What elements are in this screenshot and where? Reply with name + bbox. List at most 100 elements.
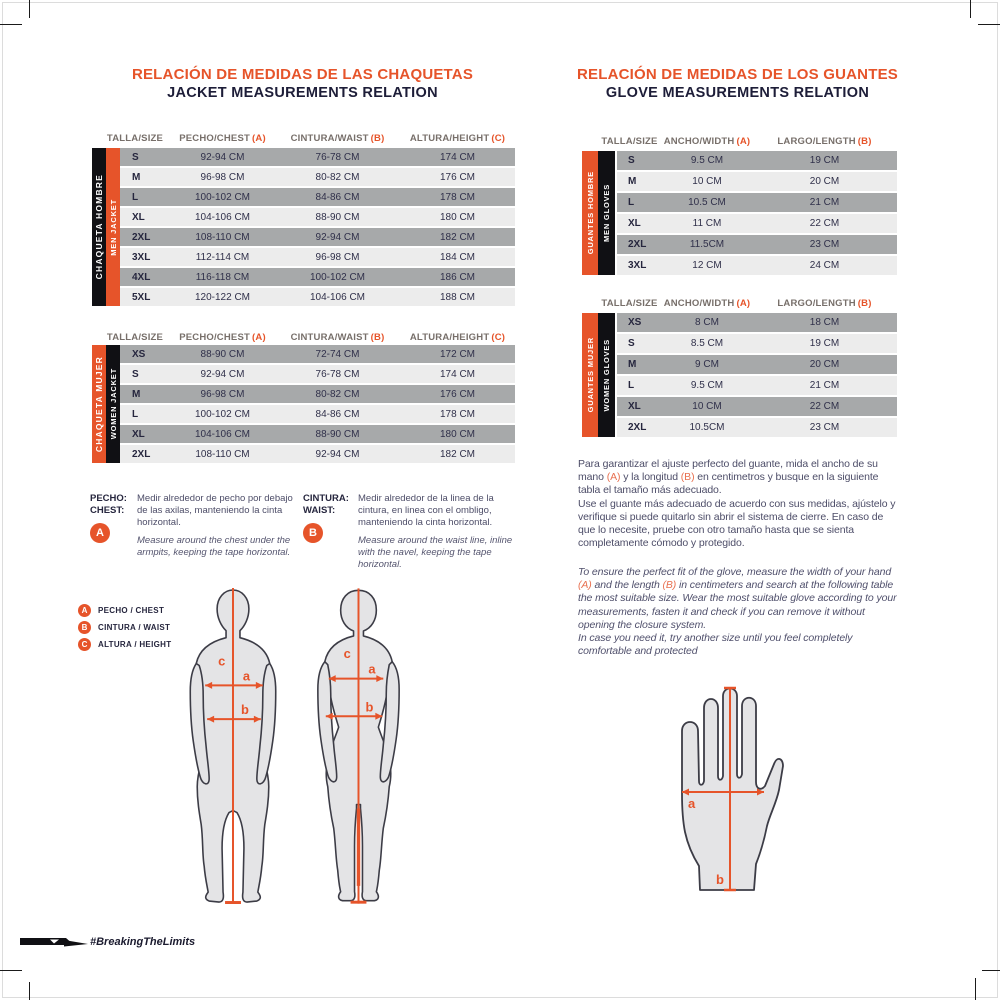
men-jacket-side-label-es: CHAQUETA HOMBRE bbox=[94, 174, 104, 280]
key-badge-a: A bbox=[78, 604, 91, 617]
col-altura-height: ALTURA/HEIGHT (C) bbox=[409, 132, 506, 144]
gloves-title: RELACIÓN DE MEDIDAS DE LOS GUANTES GLOVE… bbox=[570, 66, 905, 101]
key-badge-c: C bbox=[78, 638, 91, 651]
col-cintura-waist: CINTURA/WAIST (B) bbox=[290, 132, 385, 144]
men-body-diagram: a b c bbox=[189, 588, 277, 905]
waist-note-label-es: CINTURA: bbox=[303, 493, 349, 504]
gloves-title-en: GLOVE MEASUREMENTS RELATION bbox=[605, 85, 870, 101]
col-cintura-waist: CINTURA/WAIST (B) bbox=[290, 331, 385, 343]
crop-mark bbox=[0, 24, 22, 25]
legend-item: C ALTURA / HEIGHT bbox=[78, 638, 171, 651]
hand-width-label-a: a bbox=[688, 796, 696, 811]
glove-fit-text-en: To ensure the perfect fit of the glove, … bbox=[578, 566, 897, 658]
inline-key-b: (B) bbox=[662, 579, 677, 592]
key-badge-b: B bbox=[303, 523, 323, 543]
women-jacket-table-header: TALLA/SIZE PECHO/CHEST (A) CINTURA/WAIST(… bbox=[100, 330, 515, 344]
key-badge-b: B bbox=[78, 621, 91, 634]
jackets-title-en: JACKET MEASUREMENTS RELATION bbox=[167, 85, 438, 101]
table-row: M 96-98 CM 80-82 CM 176 CM bbox=[120, 168, 515, 186]
jackets-title: RELACIÓN DE MEDIDAS DE LAS CHAQUETAS JAC… bbox=[90, 66, 515, 101]
brand-logo bbox=[20, 938, 88, 947]
table-row: 2XL 108-110 CM 92-94 CM 182 CM bbox=[120, 445, 515, 463]
crop-mark bbox=[29, 0, 30, 18]
chest-note-label-block: PECHO: CHEST: A bbox=[90, 493, 135, 543]
table-row: XL 104-106 CM 88-90 CM 180 CM bbox=[120, 208, 515, 226]
table-row: XL 104-106 CM 88-90 CM 180 CM bbox=[120, 425, 515, 443]
table-row: S 92-94 CM 76-78 CM 174 CM bbox=[120, 365, 515, 383]
waist-note-text: Medir alrededor de la linea de la cintur… bbox=[358, 493, 518, 571]
chest-note-label-en: CHEST: bbox=[90, 505, 125, 516]
chest-note-es: Medir alrededor de pecho por debajo de l… bbox=[137, 493, 293, 528]
table-row: L 100-102 CM 84-86 CM 178 CM bbox=[120, 188, 515, 206]
col-largo-length: LARGO/LENGTH (B) bbox=[777, 297, 872, 309]
women-jacket-side-bar-en: WOMEN JACKET bbox=[106, 345, 120, 463]
table-row: S 9.5 CM 19 CM bbox=[617, 151, 897, 170]
table-row: XL 11 CM 22 CM bbox=[617, 214, 897, 233]
col-pecho-chest: PECHO/CHEST (A) bbox=[179, 331, 266, 343]
women-chest-label-a: a bbox=[368, 662, 376, 677]
legend-item: A PECHO / CHEST bbox=[78, 604, 171, 617]
measurement-legend: A PECHO / CHEST B CINTURA / WAIST C ALTU… bbox=[78, 604, 171, 655]
crop-mark bbox=[978, 24, 1000, 25]
crop-mark bbox=[970, 0, 971, 18]
gloves-title-es: RELACIÓN DE MEDIDAS DE LOS GUANTES bbox=[577, 66, 898, 83]
waist-note-en: Measure around the waist line, inline wi… bbox=[358, 535, 513, 570]
table-row: M 96-98 CM 80-82 CM 176 CM bbox=[120, 385, 515, 403]
table-row: S 8.5 CM 19 CM bbox=[617, 334, 897, 353]
women-gloves-side-label-en: WOMEN GLOVES bbox=[602, 338, 611, 412]
col-pecho-chest: PECHO/CHEST (A) bbox=[179, 132, 266, 144]
table-row: 2XL 11.5CM 23 CM bbox=[617, 235, 897, 254]
table-row: S 92-94 CM 76-78 CM 174 CM bbox=[120, 148, 515, 166]
col-ancho-width: ANCHO/WIDTH (A) bbox=[663, 135, 751, 147]
women-body-diagram: a b c bbox=[317, 588, 400, 904]
table-row: 2XL 108-110 CM 92-94 CM 182 CM bbox=[120, 228, 515, 246]
col-ancho-width: ANCHO/WIDTH (A) bbox=[663, 297, 751, 309]
table-row: 4XL 116-118 CM 100-102 CM 186 CM bbox=[120, 268, 515, 286]
men-jacket-table-header: TALLA/SIZE PECHO/CHEST (A) CINTURA/WAIST(… bbox=[100, 131, 515, 145]
chest-note-en: Measure around the chest under the armpi… bbox=[137, 535, 291, 558]
table-row: 5XL 120-122 CM 104-106 CM 188 CM bbox=[120, 288, 515, 306]
key-badge-a: A bbox=[90, 523, 110, 543]
col-altura-height: ALTURA/HEIGHT (C) bbox=[409, 331, 506, 343]
women-jacket-side-bar-es: CHAQUETA MUJER bbox=[92, 345, 106, 463]
col-talla-size: TALLA/SIZE bbox=[601, 297, 658, 309]
crop-mark bbox=[0, 970, 22, 971]
waist-note-label-en: WAIST: bbox=[303, 505, 336, 516]
inline-key-a: (A) bbox=[578, 579, 592, 592]
table-row: XL 10 CM 22 CM bbox=[617, 397, 897, 416]
chest-note-text: Medir alrededor de pecho por debajo de l… bbox=[137, 493, 297, 559]
men-gloves-side-label-es: GUANTES HOMBRE bbox=[585, 171, 595, 255]
inline-key-b: (B) bbox=[680, 471, 695, 484]
legend-item: B CINTURA / WAIST bbox=[78, 621, 171, 634]
men-gloves-table-header: TALLA/SIZE ANCHO/WIDTH (A) LARGO/LENGTH (B… bbox=[597, 134, 897, 148]
hand-length-label-b: b bbox=[716, 872, 724, 887]
women-waist-label-b: b bbox=[365, 699, 373, 714]
men-chest-label-a: a bbox=[243, 668, 251, 683]
jackets-title-es: RELACIÓN DE MEDIDAS DE LAS CHAQUETAS bbox=[131, 66, 474, 83]
col-talla-size: TALLA/SIZE bbox=[601, 135, 658, 147]
women-jacket-side-label-es: CHAQUETA MUJER bbox=[94, 355, 104, 453]
waist-note-label-block: CINTURA: WAIST: B bbox=[303, 493, 355, 543]
crop-mark bbox=[29, 982, 30, 1000]
men-jacket-side-bar-en: MEN JACKET bbox=[106, 148, 120, 306]
men-height-label-c: c bbox=[218, 654, 225, 669]
women-gloves-side-label-es: GUANTES MUJER bbox=[585, 337, 595, 413]
crop-mark bbox=[975, 978, 976, 1000]
women-jacket-side-label-en: WOMEN JACKET bbox=[108, 368, 118, 440]
footer-hashtag: #BreakingTheLimits bbox=[90, 936, 196, 948]
table-row: XS 8 CM 18 CM bbox=[617, 313, 897, 332]
women-gloves-side-bar-en: WOMEN GLOVES bbox=[598, 313, 615, 437]
table-row: L 9.5 CM 21 CM bbox=[617, 376, 897, 395]
table-row: 3XL 112-114 CM 96-98 CM 184 CM bbox=[120, 248, 515, 266]
col-talla-size: TALLA/SIZE bbox=[106, 132, 164, 144]
men-jacket-side-bar-es: CHAQUETA HOMBRE bbox=[92, 148, 106, 306]
table-row: M 10 CM 20 CM bbox=[617, 172, 897, 191]
men-gloves-side-bar-en: MEN GLOVES bbox=[598, 151, 615, 275]
hand-diagram: a b bbox=[681, 686, 784, 892]
women-height-label-c: c bbox=[344, 646, 351, 661]
table-row: 2XL 10.5CM 23 CM bbox=[617, 418, 897, 437]
chest-note-label-es: PECHO: bbox=[90, 493, 127, 504]
men-gloves-side-bar-es: GUANTES HOMBRE bbox=[582, 151, 598, 275]
women-gloves-table-header: TALLA/SIZE ANCHO/WIDTH (A) LARGO/LENGTH (B… bbox=[597, 296, 897, 310]
